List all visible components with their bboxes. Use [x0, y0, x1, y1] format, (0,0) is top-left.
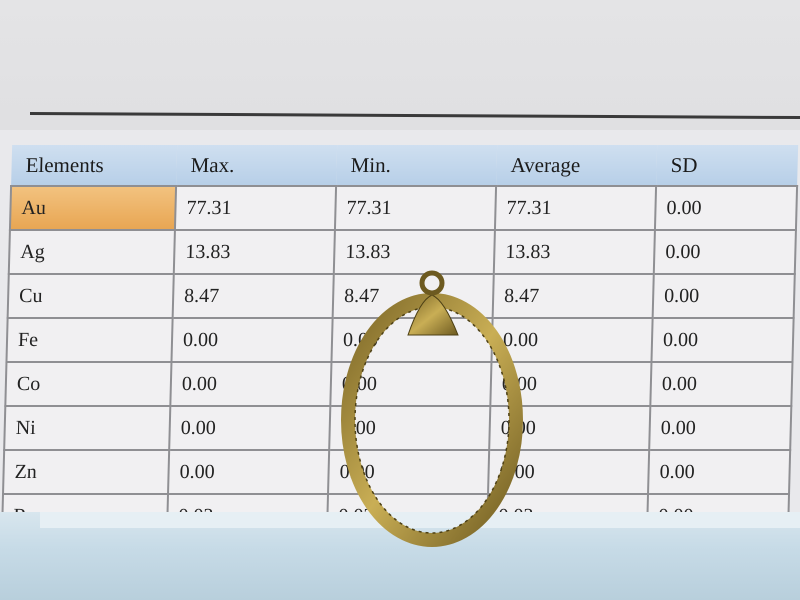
pendant-ring: [341, 293, 523, 547]
pendant-ring-inner: [354, 306, 510, 534]
tray-lip: [40, 512, 800, 528]
pendant-jump-ring: [419, 270, 445, 296]
